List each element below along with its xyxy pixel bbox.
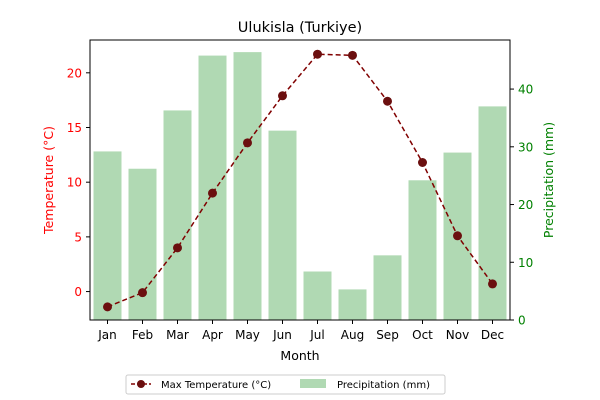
right-tick-label: 10 <box>518 256 533 270</box>
legend-marker-swatch <box>137 380 145 388</box>
temp-point-nov <box>453 231 462 241</box>
precip-bar-jun <box>268 130 297 320</box>
right-tick-label: 40 <box>518 83 533 97</box>
temp-point-may <box>243 138 252 148</box>
x-tick-label: Dec <box>481 328 504 342</box>
right-tick-label: 0 <box>518 314 526 328</box>
temp-point-mar <box>173 243 182 253</box>
x-tick-label: Jun <box>272 328 292 342</box>
left-tick-label: 15 <box>67 121 82 135</box>
x-tick-label: Oct <box>412 328 433 342</box>
left-tick-label: 10 <box>67 176 82 190</box>
left-axis-ticks: 0 5 10 15 20 <box>67 66 90 299</box>
x-tick-label: Jan <box>97 328 117 342</box>
temp-point-oct <box>418 158 427 167</box>
precip-bar-jul <box>303 271 332 320</box>
plot-frame <box>89 39 511 321</box>
right-axis-label: Precipitation (mm) <box>541 122 556 238</box>
temperature-line <box>107 53 494 308</box>
right-axis-ticks: 0 10 20 30 40 <box>510 83 533 328</box>
temp-point-feb <box>138 288 147 298</box>
legend-label-precipitation: Precipitation (mm) <box>337 380 430 391</box>
temp-point-apr <box>208 188 217 198</box>
left-tick-label: 20 <box>67 66 82 80</box>
x-tick-label: May <box>235 328 260 342</box>
legend: Max Temperature (°C) Precipitation (mm) <box>125 374 446 395</box>
x-axis-label: Month <box>280 348 319 363</box>
precip-bar-mar <box>163 110 192 321</box>
right-tick-label: 20 <box>518 198 533 212</box>
x-axis-ticks: Jan Feb Mar Apr May Jun Jul Aug Sep Oct Nov Dec <box>97 320 504 342</box>
precip-bar-may <box>233 52 262 320</box>
left-tick-label: 5 <box>74 230 82 244</box>
right-tick-label: 30 <box>518 140 533 154</box>
x-tick-label: Aug <box>341 328 364 342</box>
temp-point-dec <box>488 279 497 289</box>
precip-bar-jan <box>93 151 122 320</box>
precip-bar-oct <box>408 180 437 320</box>
x-tick-label: Sep <box>376 328 399 342</box>
left-tick-label: 0 <box>74 285 82 299</box>
left-axis-label: Temperature (°C) <box>41 126 56 235</box>
temp-point-jul <box>313 49 322 59</box>
x-tick-label: Feb <box>132 328 153 342</box>
precip-bar-sep <box>373 255 402 320</box>
temp-point-jan <box>103 302 112 312</box>
precip-bar-apr <box>198 55 227 321</box>
x-tick-label: Apr <box>202 328 223 342</box>
legend-label-temperature: Max Temperature (°C) <box>161 380 271 391</box>
precipitation-bars <box>93 52 507 321</box>
x-tick-label: Jul <box>309 328 324 342</box>
precip-bar-aug <box>338 289 367 320</box>
x-tick-label: Mar <box>166 328 189 342</box>
temperature-line-layer <box>103 49 497 312</box>
chart-title: Ulukisla (Turkiye) <box>238 20 362 36</box>
legend-bar-swatch <box>300 379 326 388</box>
temp-point-aug <box>348 50 357 60</box>
temp-point-sep <box>383 96 392 106</box>
x-tick-label: Nov <box>446 328 469 342</box>
legend-frame <box>125 374 446 395</box>
temp-point-jun <box>278 91 287 101</box>
